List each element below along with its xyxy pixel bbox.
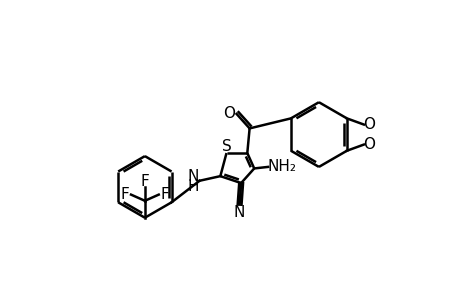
Text: NH₂: NH₂ [267, 159, 296, 174]
Text: F: F [160, 187, 169, 202]
Text: O: O [363, 137, 375, 152]
Text: O: O [363, 117, 375, 132]
Text: S: S [221, 140, 231, 154]
Text: N: N [234, 205, 245, 220]
Text: H: H [187, 178, 199, 194]
Text: F: F [120, 187, 129, 202]
Text: O: O [223, 106, 235, 121]
Text: N: N [187, 169, 199, 184]
Text: F: F [140, 174, 149, 189]
